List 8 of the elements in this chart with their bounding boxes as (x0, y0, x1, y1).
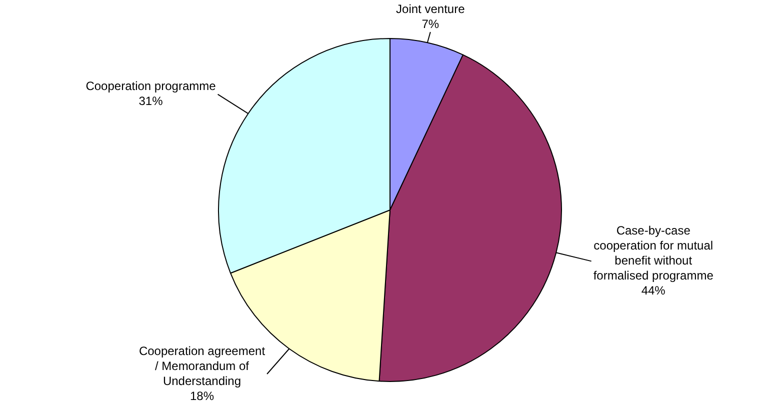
slice-label: Cooperation agreement / Memorandum of Understanding (138, 344, 266, 388)
slice-label: Joint venture (396, 2, 466, 16)
data-label: 7% (422, 16, 440, 31)
data-label: 31% (138, 94, 164, 108)
slice-label: Cooperation programme (86, 79, 216, 94)
slice-label: Case-by-case cooperation for mutual benefit without formalised programme (593, 223, 714, 282)
data-label: 18% (190, 388, 214, 403)
data-label: 44% (641, 283, 666, 298)
